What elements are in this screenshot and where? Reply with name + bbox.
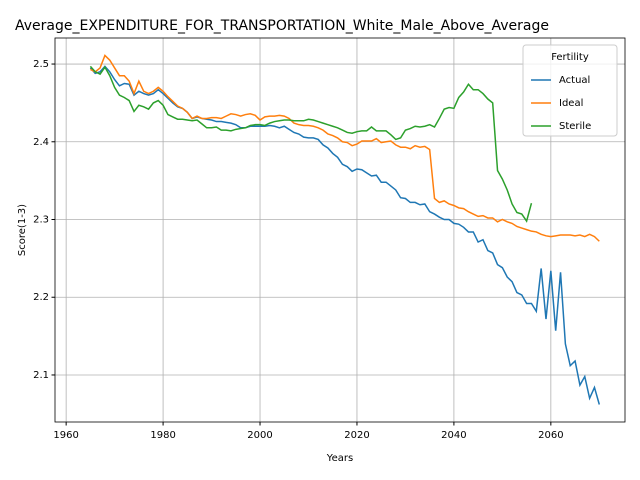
legend: Fertility Actual Ideal Sterile: [522, 44, 618, 137]
x-tick-label: 2060: [538, 430, 563, 441]
data-line: [89, 65, 601, 405]
plot-frame: [54, 37, 626, 423]
chart-title: Average_EXPENDITURE_FOR_TRANSPORTATION_W…: [15, 18, 549, 34]
x-tick-label: 2000: [247, 430, 272, 441]
x-tick-label: 2040: [441, 430, 466, 441]
data-line: [89, 65, 533, 223]
legend-title: Fertility: [551, 52, 589, 63]
x-tick-label: 2020: [344, 430, 369, 441]
y-tick-label: 2.3: [33, 215, 49, 226]
legend-label: Actual: [559, 75, 590, 86]
y-tick-label: 2.2: [33, 292, 49, 303]
legend-label: Sterile: [559, 121, 591, 132]
y-tick-label: 2.1: [33, 370, 49, 381]
legend-box: [522, 44, 618, 137]
x-tick-label: 1960: [53, 430, 78, 441]
data-line: [90, 54, 600, 242]
y-tick-label: 2.4: [33, 137, 49, 148]
legend-label: Ideal: [559, 98, 583, 109]
x-axis-label: Years: [326, 453, 353, 464]
x-tick-label: 1980: [150, 430, 175, 441]
y-tick-label: 2.5: [33, 59, 49, 70]
y-axis-label: Score(1-3): [17, 204, 28, 256]
